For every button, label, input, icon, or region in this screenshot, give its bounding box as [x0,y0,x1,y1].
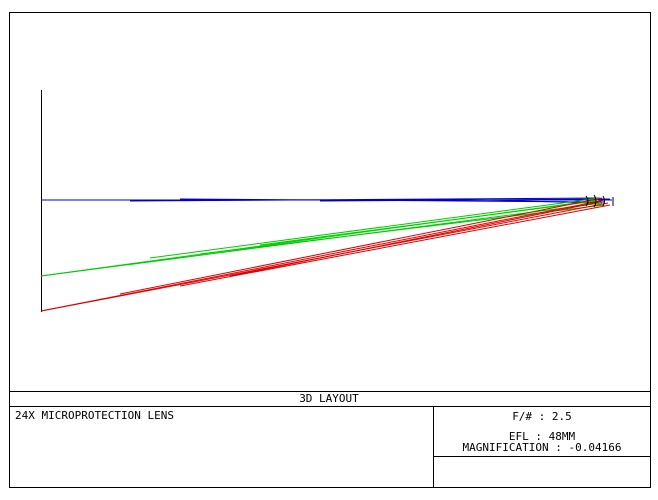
red-rays [40,197,611,312]
ray [259,200,597,246]
ray [319,198,611,202]
ray [593,194,597,208]
ray [229,201,601,277]
spec: MAGNIFICATION : -0.04166 [463,441,622,454]
spec: EFL : 48MM [509,430,576,443]
ray [149,197,601,259]
ray [119,197,603,295]
ray [585,195,589,207]
ray [129,197,601,202]
ray [449,198,599,204]
blue-rays [41,197,612,204]
ray [40,199,606,312]
ray [602,195,605,207]
ray [179,204,611,287]
frame [9,12,651,488]
caption: 3D LAYOUT [299,392,359,405]
spec: F/# : 2.5 [512,410,572,423]
lens-elements [585,194,614,208]
ray-diagram [40,90,614,312]
lens-name: 24X MICROPROTECTION LENS [15,409,174,422]
